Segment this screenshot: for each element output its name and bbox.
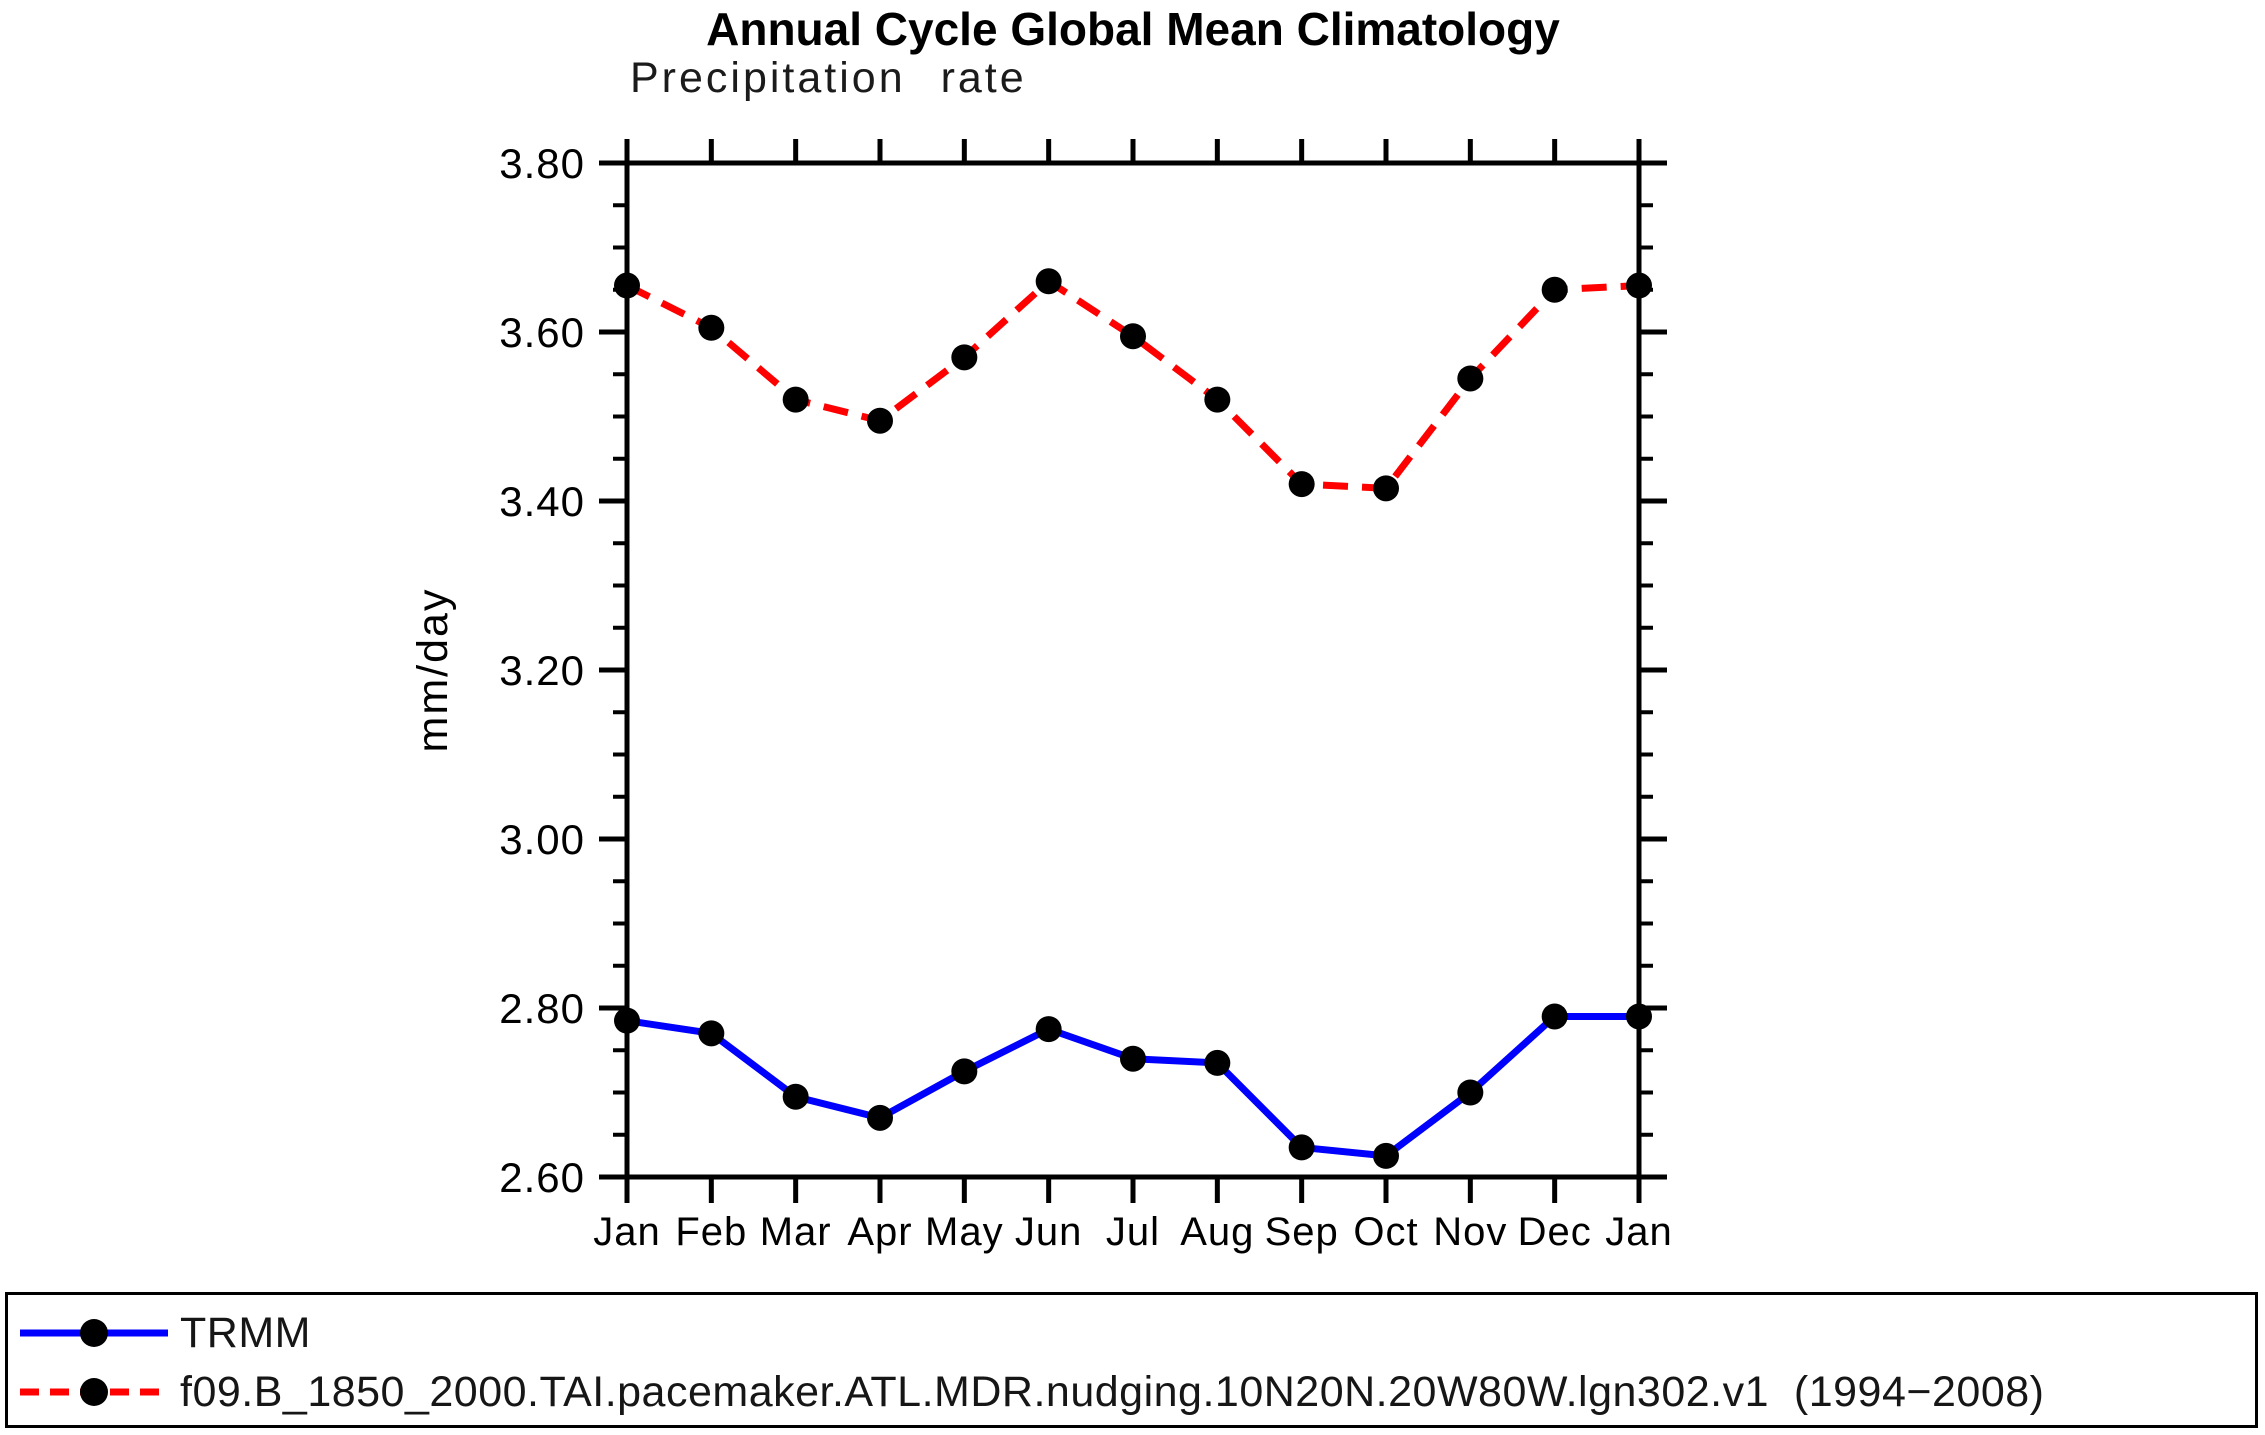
- series-0-marker-Oct: [1373, 1142, 1399, 1169]
- plot-frame-rect: [624, 160, 1642, 1180]
- y-tick-label: 2.60: [499, 1154, 585, 1201]
- x-tick-label: Mar: [760, 1210, 832, 1254]
- series-0-marker-Apr: [867, 1104, 893, 1131]
- series-0-marker-Dec: [1541, 1003, 1568, 1030]
- chart-svg: 2.60 2.80 3.00 3.20 3.40 3.60 3.80 Jan Feb Mar Apr…: [409, 139, 1673, 1254]
- x-tick-label: May: [925, 1210, 1004, 1254]
- legend-line-sample-model: [20, 1378, 168, 1406]
- series-0-marker-Jul: [1120, 1045, 1146, 1072]
- series-1-marker-Apr: [867, 407, 893, 434]
- chart-title: Annual Cycle Global Mean Climatology: [706, 3, 1560, 55]
- legend-line-sample-trmm: [20, 1319, 168, 1347]
- legend-label-model: f09.B_1850_2000.TAI.pacemaker.ATL.MDR.nu…: [180, 1367, 2045, 1416]
- y-tick-label: 2.80: [499, 985, 585, 1032]
- x-axis-labels: Jan Feb Mar Apr May Jun Jul Aug Sep Oct Nov Dec Jan: [593, 1210, 1673, 1254]
- y-tick-label: 3.40: [499, 478, 585, 525]
- series-1-marker-Sep: [1288, 471, 1315, 498]
- x-tick-label: Jan: [1605, 1210, 1673, 1254]
- series-line-0: [626, 1012, 1639, 1160]
- x-tick-label: Dec: [1518, 1210, 1592, 1254]
- series-0-marker-Mar: [782, 1083, 809, 1110]
- series-1-marker-Jul: [1120, 323, 1146, 350]
- series-0-marker-Sep: [1288, 1134, 1315, 1161]
- series-0-marker-Jun: [1035, 1016, 1062, 1043]
- legend-item-model: f09.B_1850_2000.TAI.pacemaker.ATL.MDR.nu…: [16, 1364, 2044, 1420]
- x-tick-label: Oct: [1353, 1210, 1418, 1254]
- series-markers-1: [614, 268, 1652, 502]
- y-axis-title: mm/day: [409, 588, 457, 753]
- legend-item-trmm: TRMM: [16, 1305, 311, 1361]
- x-tick-label: Aug: [1180, 1210, 1254, 1254]
- series-1-marker-Dec: [1541, 276, 1568, 303]
- x-tick-label: Nov: [1433, 1210, 1507, 1254]
- legend-marker-model: [80, 1378, 108, 1406]
- series-0-marker-Nov: [1457, 1079, 1484, 1106]
- series-1-marker-Oct: [1373, 475, 1399, 502]
- series-1-marker-May: [951, 344, 978, 371]
- legend-box: TRMM f09.B_1850_2000.TAI.pacemaker.ATL.M…: [5, 1292, 2258, 1428]
- x-tick-label: Apr: [847, 1210, 912, 1254]
- chart-subtitle: Precipitation rate: [630, 54, 1027, 102]
- y-tick-label: 3.60: [499, 309, 585, 356]
- series-1-marker-Jan: [614, 272, 640, 299]
- series-0-marker-May: [951, 1058, 978, 1085]
- x-tick-label: Jul: [1106, 1210, 1160, 1254]
- series-1-marker-Feb: [698, 314, 725, 341]
- series-markers-0: [614, 1003, 1652, 1169]
- series-line-1: [625, 276, 1640, 492]
- series-1-marker-Nov: [1457, 365, 1484, 392]
- x-axis-ticks: [624, 139, 1642, 1203]
- y-axis-labels: 2.60 2.80 3.00 3.20 3.40 3.60 3.80: [499, 140, 585, 1201]
- series-1-marker-Jan: [1626, 272, 1652, 299]
- series-0-marker-Jan: [1626, 1003, 1652, 1030]
- y-tick-label: 3.20: [499, 647, 585, 694]
- series-0-marker-Jan: [614, 1007, 640, 1034]
- x-tick-label: Feb: [675, 1210, 747, 1254]
- x-tick-label: Jan: [593, 1210, 661, 1254]
- legend-label-trmm: TRMM: [180, 1308, 311, 1357]
- series-1-marker-Mar: [782, 386, 809, 413]
- y-tick-label: 3.00: [499, 816, 585, 863]
- series-0-marker-Aug: [1204, 1049, 1231, 1076]
- x-tick-label: Jun: [1015, 1210, 1083, 1254]
- y-tick-label: 3.80: [499, 140, 585, 187]
- legend-marker-trmm: [80, 1319, 108, 1347]
- y-axis-ticks: [599, 160, 1667, 1180]
- series-1-marker-Jun: [1035, 268, 1062, 295]
- x-tick-label: Sep: [1265, 1210, 1339, 1254]
- series-0-marker-Feb: [698, 1020, 725, 1047]
- plot-frame: [624, 160, 1642, 1180]
- series-1-marker-Aug: [1204, 386, 1231, 413]
